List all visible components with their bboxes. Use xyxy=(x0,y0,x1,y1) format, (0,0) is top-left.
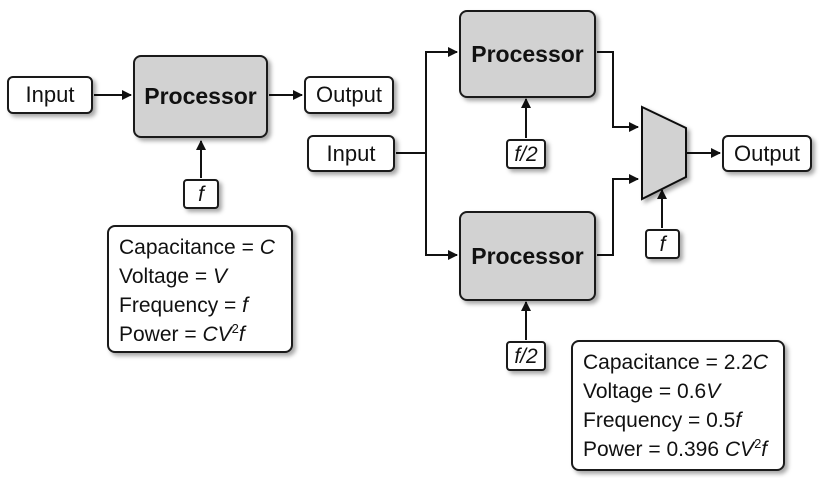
right-mux-frequency-box: f xyxy=(645,229,680,259)
left-output-box: Output xyxy=(304,76,394,114)
right-output-box: Output xyxy=(722,135,812,172)
right-split-to-top-processor-arrow xyxy=(425,47,458,153)
left-frequency-box: f xyxy=(183,179,219,209)
left-capacitance-row: Capacitance = C xyxy=(119,236,275,259)
right-power-row: Power = 0.396 CV2f xyxy=(583,436,768,461)
right-bottom-processor-label: Processor xyxy=(471,242,584,269)
left-frequency-row: Frequency = f xyxy=(119,294,248,317)
left-processor-box: Processor xyxy=(133,55,268,138)
right-top-processor-to-mux-arrow xyxy=(597,51,639,132)
right-output-label: Output xyxy=(733,140,801,166)
left-parameters-box: Capacitance = C Voltage = V Frequency = … xyxy=(107,225,293,353)
left-input-label: Input xyxy=(25,82,75,107)
right-input-box: Input xyxy=(307,135,395,172)
right-capacitance-row: Capacitance = 2.2C xyxy=(583,351,769,374)
left-power-row: Power = CV2f xyxy=(119,321,245,346)
left-frequency-label: f xyxy=(198,182,204,206)
right-bottom-frequency-label: f/2 xyxy=(514,344,538,368)
right-parameters-box: Capacitance = 2.2C Voltage = 0.6V Freque… xyxy=(571,340,785,471)
multiplexer xyxy=(641,105,687,201)
right-top-processor-box: Processor xyxy=(459,10,596,98)
right-top-frequency-box: f/2 xyxy=(506,139,546,169)
right-voltage-row: Voltage = 0.6V xyxy=(583,380,721,403)
left-input-box: Input xyxy=(7,76,93,114)
right-split-to-bottom-processor-arrow xyxy=(425,153,458,260)
left-output-label: Output xyxy=(315,82,383,107)
right-top-frequency-label: f/2 xyxy=(514,142,538,166)
right-bottom-processor-box: Processor xyxy=(459,211,596,301)
right-mux-frequency-label: f xyxy=(659,232,666,256)
right-input-label: Input xyxy=(326,140,376,166)
right-frequency-row: Frequency = 0.5f xyxy=(583,409,742,432)
right-top-processor-label: Processor xyxy=(471,40,584,67)
left-voltage-row: Voltage = V xyxy=(119,265,228,288)
left-processor-label: Processor xyxy=(144,83,257,109)
right-bottom-processor-to-mux-arrow xyxy=(597,174,639,256)
right-bottom-frequency-box: f/2 xyxy=(506,341,546,371)
